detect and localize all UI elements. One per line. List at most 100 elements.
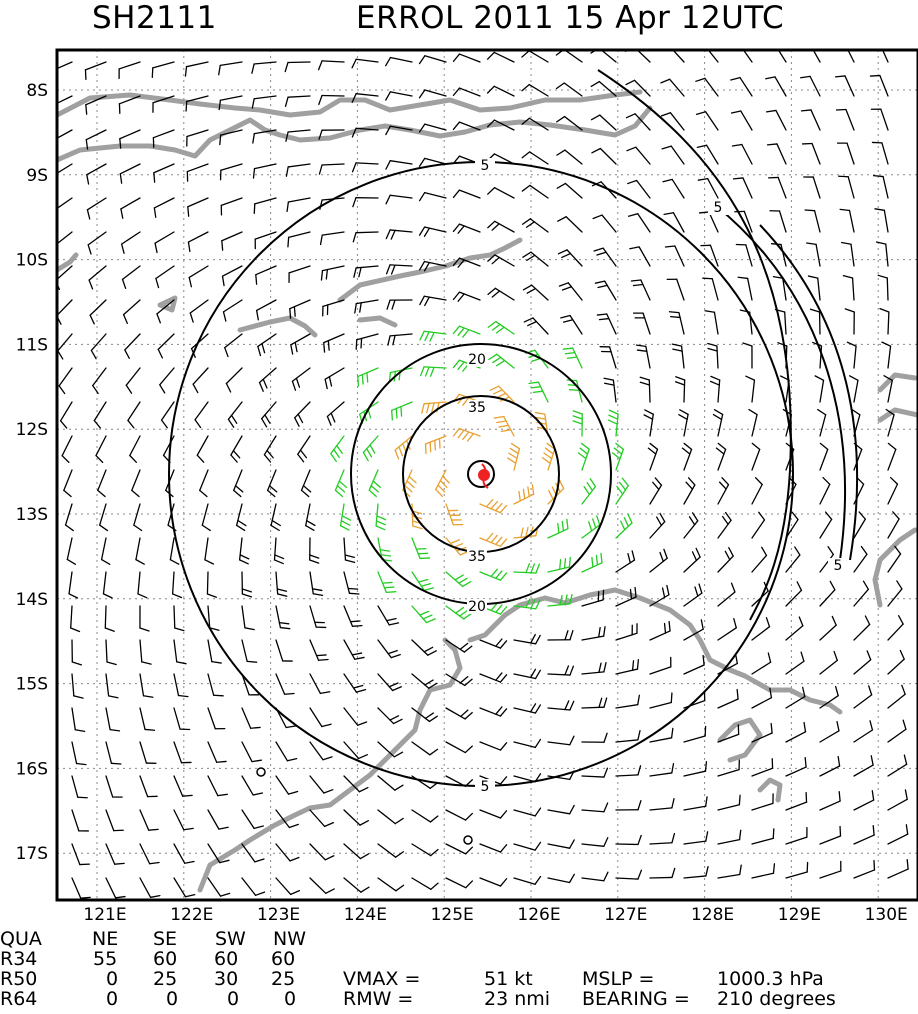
wind-barb bbox=[712, 409, 724, 437]
wind-barb bbox=[452, 53, 481, 63]
wind-barb bbox=[105, 775, 123, 798]
wind-barb bbox=[63, 469, 73, 498]
wind-barb bbox=[57, 61, 73, 70]
wind-barb bbox=[887, 719, 907, 743]
wind-barb bbox=[70, 605, 81, 633]
wind-barb bbox=[615, 730, 641, 743]
lon-label: 129E bbox=[778, 905, 821, 925]
wind-barb bbox=[479, 602, 508, 615]
wind-barb bbox=[445, 503, 464, 526]
wind-barb bbox=[730, 110, 753, 131]
wind-barb bbox=[354, 299, 379, 314]
wind-barb bbox=[362, 435, 379, 462]
wind-barb bbox=[173, 809, 194, 831]
wind-barb bbox=[819, 476, 831, 505]
wind-barb bbox=[700, 244, 719, 267]
wind-barb bbox=[887, 580, 903, 607]
wind-barb bbox=[819, 580, 836, 607]
wind-barb bbox=[241, 605, 255, 631]
wind-barb bbox=[127, 401, 141, 429]
wind-barb bbox=[385, 264, 413, 275]
wind-barb bbox=[120, 231, 141, 254]
wind-barb bbox=[881, 50, 889, 63]
wind-barb bbox=[649, 692, 673, 709]
wind-barb bbox=[521, 218, 549, 233]
wind-barb bbox=[289, 299, 311, 319]
wind-barb bbox=[230, 435, 243, 463]
wind-barb bbox=[765, 76, 787, 97]
wind-barb bbox=[309, 537, 320, 564]
wind-barb bbox=[479, 843, 508, 853]
table-header-qua: QUA bbox=[0, 928, 42, 950]
wind-barb bbox=[105, 809, 124, 832]
wind-barb bbox=[241, 741, 263, 763]
storm-info-title: ERROL 2011 15 Apr 12UTC bbox=[356, 0, 785, 36]
wind-barb bbox=[513, 703, 542, 714]
wind-barb bbox=[649, 832, 676, 845]
wind-barb bbox=[452, 291, 481, 302]
wind-barb bbox=[58, 367, 73, 395]
wind-barb bbox=[581, 626, 606, 641]
wind-barb bbox=[411, 503, 423, 530]
wind-barb bbox=[93, 401, 107, 429]
wind-barb bbox=[639, 376, 651, 403]
wind-barb bbox=[68, 571, 79, 599]
table-cell: 55 bbox=[93, 948, 118, 970]
lat-label: 15S bbox=[16, 675, 48, 695]
lat-label: 17S bbox=[16, 844, 48, 864]
wind-barb bbox=[513, 807, 542, 817]
wind-barb bbox=[131, 469, 141, 498]
wind-barb bbox=[887, 545, 902, 573]
wind-barb bbox=[819, 720, 840, 743]
wind-barb bbox=[800, 75, 821, 97]
wind-barb bbox=[173, 741, 192, 764]
wind-barb bbox=[768, 176, 787, 199]
wind-barb bbox=[207, 741, 227, 763]
wind-barb bbox=[241, 639, 258, 663]
table-cell: 60 bbox=[271, 948, 296, 970]
wind-barb bbox=[801, 142, 821, 165]
wind-barb bbox=[285, 163, 311, 177]
wind-barb bbox=[184, 61, 209, 77]
lat-label: 11S bbox=[16, 335, 48, 355]
contour-label-bg bbox=[708, 200, 728, 215]
lon-label: 127E bbox=[604, 905, 647, 925]
wind-barb bbox=[352, 197, 379, 208]
wind-barb bbox=[377, 673, 402, 692]
wind-barb bbox=[577, 442, 590, 471]
wind-barb bbox=[513, 563, 541, 574]
lat-lon-grid bbox=[57, 50, 918, 900]
wind-barb bbox=[452, 223, 481, 234]
wind-barb bbox=[129, 435, 141, 463]
wind-barb bbox=[674, 376, 686, 403]
wind-barb bbox=[159, 367, 175, 394]
wind-barb bbox=[270, 503, 281, 532]
storm-center-marker bbox=[478, 463, 490, 489]
wind-barb bbox=[487, 186, 515, 199]
wind-barb bbox=[171, 571, 183, 599]
wind-barb bbox=[649, 512, 666, 539]
wind-barb bbox=[698, 211, 719, 233]
wind-barb bbox=[105, 877, 126, 899]
wind-barb bbox=[309, 639, 329, 661]
wind-barb bbox=[284, 95, 311, 107]
mslp-label: MSLP = bbox=[582, 968, 655, 990]
wind-barb bbox=[785, 756, 807, 777]
wind-barb bbox=[615, 765, 642, 777]
wind-barb bbox=[309, 877, 335, 894]
wind-barb bbox=[221, 265, 243, 287]
lat-label: 13S bbox=[16, 505, 48, 525]
wind-barb bbox=[424, 435, 447, 455]
contour-label: 5 bbox=[481, 779, 490, 795]
lat-label: 9S bbox=[26, 166, 48, 186]
wind-barb bbox=[487, 287, 515, 301]
contour-label-bg bbox=[467, 352, 487, 367]
wind-barb bbox=[351, 58, 379, 69]
wind-barb bbox=[61, 435, 73, 464]
wind-barb bbox=[625, 113, 651, 131]
wind-barb bbox=[683, 512, 699, 539]
wind-barb bbox=[683, 866, 709, 879]
wind-barb bbox=[479, 638, 508, 649]
wind-barb bbox=[343, 775, 369, 793]
wind-barb bbox=[152, 129, 175, 148]
